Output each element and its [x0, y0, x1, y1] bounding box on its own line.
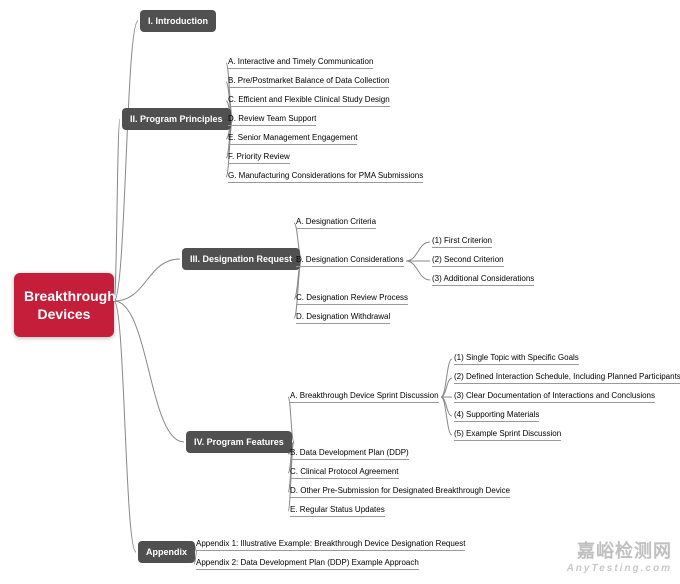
- leaf-node: G. Manufacturing Considerations for PMA …: [228, 171, 423, 183]
- leaf-node: A. Interactive and Timely Communication: [228, 57, 373, 69]
- leaf-node: A. Breakthrough Device Sprint Discussion: [290, 391, 439, 403]
- leaf-node: Appendix 2: Data Development Plan (DDP) …: [196, 558, 419, 570]
- section-node-features: IV. Program Features: [186, 431, 292, 453]
- leaf-node: C. Efficient and Flexible Clinical Study…: [228, 95, 390, 107]
- watermark: 嘉峪检测网 AnyTesting.com: [567, 537, 672, 574]
- leaf-node: E. Senior Management Engagement: [228, 133, 357, 145]
- section-node-appendix: Appendix: [138, 541, 195, 563]
- leaf-node: D. Designation Withdrawal: [296, 312, 390, 324]
- leaf-node: E. Regular Status Updates: [290, 505, 385, 517]
- leaf-node: (3) Additional Considerations: [432, 274, 534, 286]
- leaf-node: D. Other Pre-Submission for Designated B…: [290, 486, 510, 498]
- leaf-node: Appendix 1: Illustrative Example: Breakt…: [196, 539, 465, 551]
- leaf-node: (5) Example Sprint Discussion: [454, 429, 561, 441]
- leaf-node: (2) Second Criterion: [432, 255, 504, 267]
- leaf-node: C. Designation Review Process: [296, 293, 408, 305]
- watermark-sub: AnyTesting.com: [567, 563, 672, 574]
- section-node-designation: III. Designation Request: [182, 248, 300, 270]
- leaf-node: D. Review Team Support: [228, 114, 316, 126]
- leaf-node: (4) Supporting Materials: [454, 410, 539, 422]
- watermark-main: 嘉峪检测网: [567, 537, 672, 563]
- leaf-node: A. Designation Criteria: [296, 217, 376, 229]
- section-node-intro: I. Introduction: [140, 10, 216, 32]
- leaf-node: (1) Single Topic with Specific Goals: [454, 353, 579, 365]
- root-node: Breakthrough Devices: [14, 273, 114, 337]
- leaf-node: C. Clinical Protocol Agreement: [290, 467, 399, 479]
- section-node-principles: II. Program Principles: [122, 108, 231, 130]
- leaf-node: B. Pre/Postmarket Balance of Data Collec…: [228, 76, 389, 88]
- leaf-node: B. Data Development Plan (DDP): [290, 448, 409, 460]
- leaf-node: (3) Clear Documentation of Interactions …: [454, 391, 655, 403]
- leaf-node: B. Designation Considerations: [296, 255, 404, 267]
- leaf-node: (1) First Criterion: [432, 236, 492, 248]
- leaf-node: (2) Defined Interaction Schedule, Includ…: [454, 372, 680, 384]
- leaf-node: F. Priority Review: [228, 152, 290, 164]
